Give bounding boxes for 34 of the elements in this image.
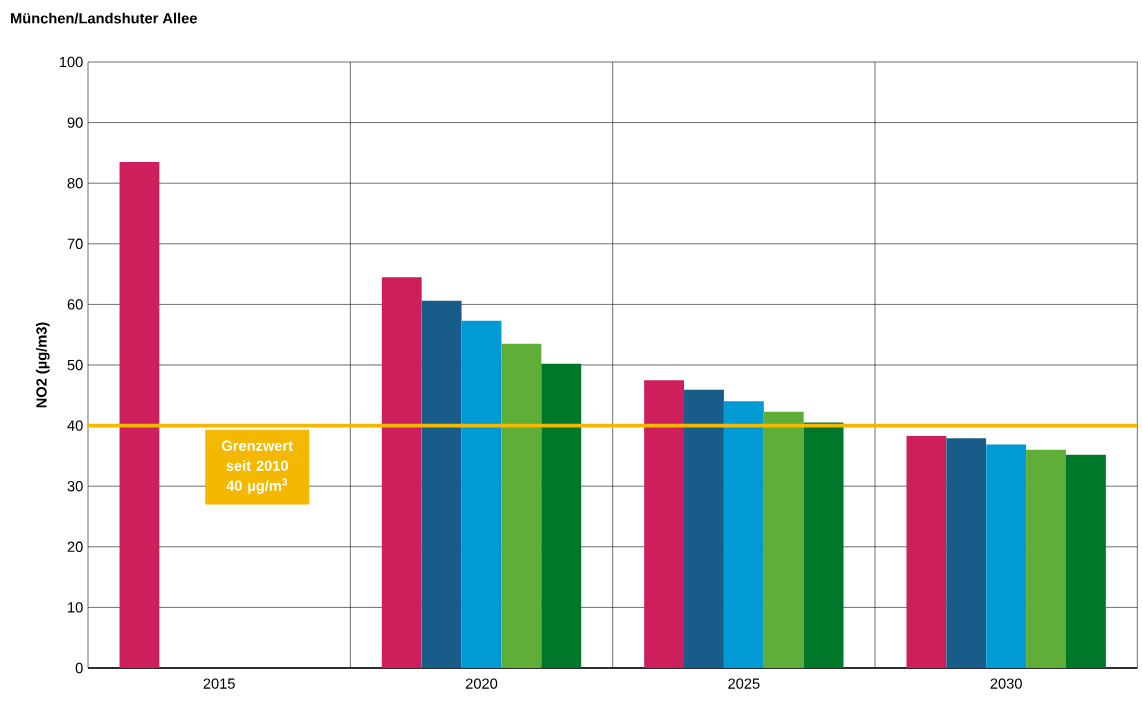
bar bbox=[803, 422, 844, 668]
y-tick-label: 70 bbox=[67, 238, 83, 249]
bar bbox=[906, 435, 947, 668]
y-tick-label: 0 bbox=[75, 662, 83, 674]
y-tick-label: 10 bbox=[68, 602, 83, 613]
bar bbox=[763, 411, 804, 668]
y-tick-label: 50 bbox=[67, 359, 83, 371]
y-tick-label: 100 bbox=[59, 56, 83, 68]
bar bbox=[461, 320, 502, 668]
bar bbox=[684, 389, 724, 668]
bar bbox=[501, 343, 542, 668]
x-tick-label: 2030 bbox=[990, 678, 1022, 689]
bar bbox=[381, 277, 422, 668]
y-tick-label: 20 bbox=[67, 541, 83, 552]
chart-title: München/Landshuter Allee bbox=[11, 12, 197, 24]
y-axis-title: NO2 (µg/m3) bbox=[35, 322, 50, 408]
bar bbox=[119, 161, 160, 668]
y-tick-label: 60 bbox=[67, 299, 83, 310]
x-tick-label: 2020 bbox=[465, 678, 498, 689]
bar bbox=[541, 363, 582, 668]
bar bbox=[723, 401, 764, 668]
ref-line-label: Grenzwert seit 2010 40 µg/m$^{3}$ bbox=[221, 440, 293, 494]
bar bbox=[421, 300, 462, 668]
x-tick-label: 2015 bbox=[203, 678, 235, 689]
bar bbox=[986, 444, 1027, 668]
bar bbox=[1065, 454, 1106, 668]
y-tick-label: 40 bbox=[67, 420, 83, 431]
x-tick-label: 2025 bbox=[728, 678, 760, 689]
y-tick-label: 30 bbox=[67, 481, 83, 492]
bar bbox=[946, 438, 987, 668]
bar bbox=[644, 380, 685, 668]
y-tick-label: 90 bbox=[67, 117, 83, 128]
bar bbox=[1026, 449, 1066, 668]
y-tick-label: 80 bbox=[67, 178, 83, 189]
